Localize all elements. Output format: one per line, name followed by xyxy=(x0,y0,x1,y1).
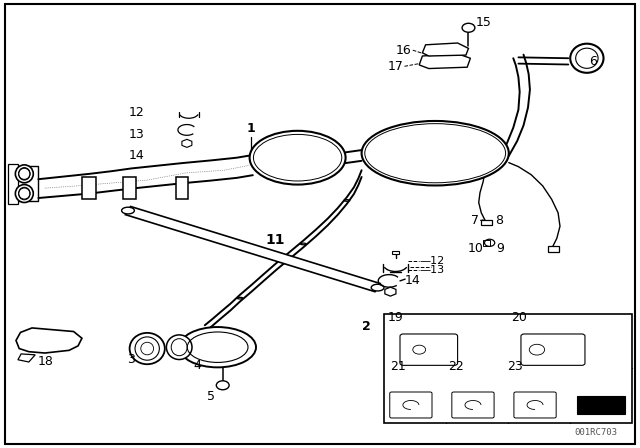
Bar xyxy=(176,177,188,199)
Ellipse shape xyxy=(237,297,243,299)
Polygon shape xyxy=(16,328,82,353)
Text: 7: 7 xyxy=(471,214,479,227)
Ellipse shape xyxy=(179,327,256,367)
Ellipse shape xyxy=(15,165,33,183)
Circle shape xyxy=(216,381,229,390)
Text: 23: 23 xyxy=(508,359,524,373)
Ellipse shape xyxy=(130,333,165,364)
Text: 16: 16 xyxy=(396,43,412,57)
Text: —13: —13 xyxy=(420,265,445,275)
Text: 4: 4 xyxy=(193,358,201,372)
Text: 21: 21 xyxy=(390,359,406,373)
Text: 18: 18 xyxy=(38,355,54,369)
Text: 11: 11 xyxy=(266,233,285,247)
Text: 1: 1 xyxy=(246,122,255,135)
Circle shape xyxy=(484,239,495,246)
Ellipse shape xyxy=(570,43,604,73)
Ellipse shape xyxy=(122,207,134,214)
Text: 3: 3 xyxy=(127,353,135,366)
Text: —12: —12 xyxy=(420,256,445,266)
Text: 13: 13 xyxy=(128,128,144,141)
Ellipse shape xyxy=(301,243,307,245)
Bar xyxy=(384,314,632,423)
Polygon shape xyxy=(18,354,35,362)
Text: 9: 9 xyxy=(497,242,504,255)
Text: 12: 12 xyxy=(128,106,144,120)
Text: 19: 19 xyxy=(387,310,403,324)
Ellipse shape xyxy=(19,168,30,179)
Ellipse shape xyxy=(19,188,30,199)
Bar xyxy=(577,396,625,414)
Bar xyxy=(123,177,136,199)
Bar xyxy=(82,177,96,199)
Bar xyxy=(13,166,38,201)
Bar xyxy=(8,164,18,204)
Circle shape xyxy=(462,23,475,32)
Text: 8: 8 xyxy=(495,214,503,227)
Bar xyxy=(548,246,559,252)
Ellipse shape xyxy=(166,335,192,359)
Ellipse shape xyxy=(15,185,33,202)
Text: 6: 6 xyxy=(589,55,596,69)
Text: 10: 10 xyxy=(467,242,483,255)
Text: 5: 5 xyxy=(207,390,215,403)
Polygon shape xyxy=(125,207,380,292)
Bar xyxy=(392,251,399,254)
Text: 15: 15 xyxy=(476,16,492,29)
Bar xyxy=(483,240,490,246)
Polygon shape xyxy=(422,43,468,56)
Text: 17: 17 xyxy=(387,60,403,73)
Ellipse shape xyxy=(362,121,509,185)
Ellipse shape xyxy=(250,131,346,185)
Text: 001RC703: 001RC703 xyxy=(575,428,618,437)
Text: 20: 20 xyxy=(511,310,527,324)
Ellipse shape xyxy=(371,284,384,291)
Polygon shape xyxy=(419,54,470,69)
Bar xyxy=(481,220,492,225)
Text: 2: 2 xyxy=(362,319,371,333)
Text: 22: 22 xyxy=(448,359,464,373)
Text: 14: 14 xyxy=(128,149,144,163)
Text: 14: 14 xyxy=(405,273,420,287)
Ellipse shape xyxy=(344,200,349,201)
